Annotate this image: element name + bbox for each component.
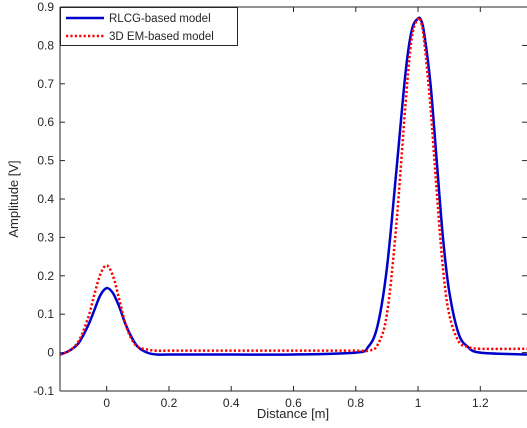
y-tick-label: 0.6 [37, 115, 54, 129]
x-tick-label: 0.4 [223, 396, 240, 410]
x-axis-ticks: 0 0.2 0.4 0.6 0.8 1 1.2 [103, 7, 489, 410]
legend: RLCG-based model 3D EM-based model [60, 7, 238, 46]
x-tick-label: 1 [415, 396, 422, 410]
x-axis-label: Distance [m] [257, 406, 329, 421]
series-layer [60, 16, 527, 356]
x-tick-label: 0 [103, 396, 110, 410]
y-tick-label: -0.1 [33, 384, 54, 398]
legend-entry-label: RLCG-based model [109, 13, 211, 25]
x-tick-label: 0.6 [285, 396, 302, 410]
y-tick-label: 0.7 [37, 77, 54, 91]
y-tick-label: 0.2 [37, 269, 54, 283]
y-tick-label: 0.5 [37, 154, 54, 168]
x-tick-label: 0.2 [161, 396, 178, 410]
y-axis-ticks: -0.1 0 0.1 0.2 0.3 0.4 0.5 0.6 0.7 0.8 0.9 [33, 0, 527, 398]
y-tick-label: 0 [47, 346, 54, 360]
y-tick-label: 0.3 [37, 230, 54, 244]
y-tick-label: 0.9 [37, 0, 54, 14]
y-tick-label: 0.1 [37, 307, 54, 321]
legend-box [60, 7, 238, 46]
x-tick-label: 1.2 [472, 396, 489, 410]
x-tick-label: 0.8 [347, 396, 364, 410]
legend-entry-label: 3D EM-based model [109, 31, 214, 43]
y-axis-label: Amplitude [V] [6, 160, 21, 237]
y-tick-label: 0.8 [37, 38, 54, 52]
y-tick-label: 0.4 [37, 192, 54, 206]
